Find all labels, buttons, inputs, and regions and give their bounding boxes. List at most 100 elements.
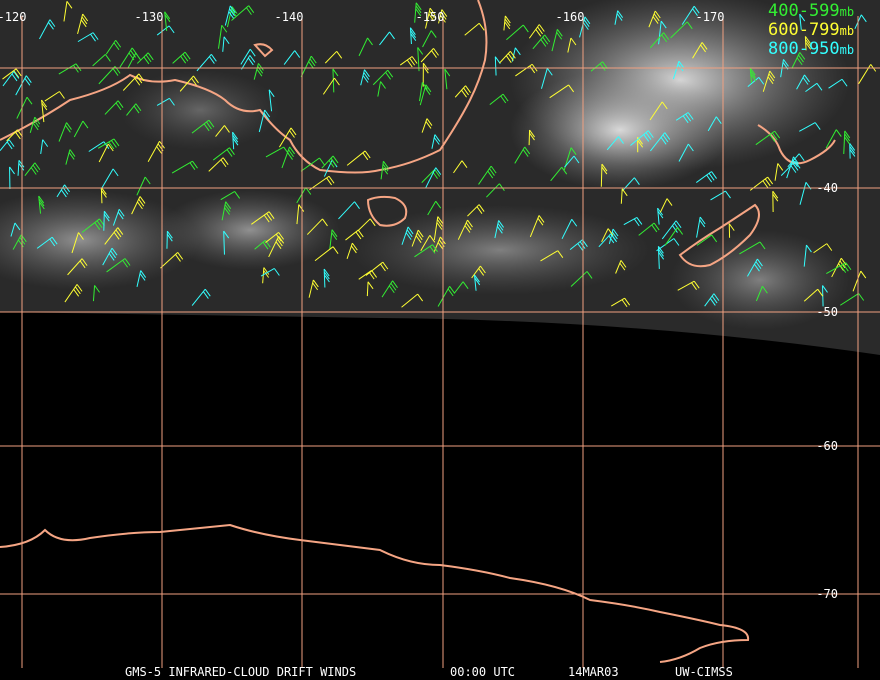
- barb-flag: [17, 239, 24, 248]
- barb-flag: [385, 72, 391, 80]
- barb-flag: [783, 59, 789, 67]
- barb-flag: [425, 121, 432, 129]
- barb-flag: [643, 134, 650, 142]
- barb-flag: [662, 134, 669, 143]
- barb-staff: [419, 82, 423, 102]
- barb-staff: [569, 239, 583, 251]
- barb-staff: [100, 168, 114, 190]
- barb-flag: [584, 16, 591, 25]
- barb-flag: [658, 252, 665, 260]
- wind-barb: [92, 54, 111, 67]
- barb-staff: [825, 129, 837, 149]
- wind-barb: [444, 68, 451, 90]
- barb-staff: [401, 293, 418, 308]
- barb-flag: [437, 242, 444, 250]
- barb-flag: [79, 260, 86, 269]
- barb-flag: [283, 146, 290, 155]
- barb-flag: [633, 177, 640, 185]
- barb-flag: [607, 228, 614, 236]
- wind-barb: [166, 230, 173, 249]
- barb-staff: [324, 50, 338, 64]
- barb-flag: [817, 288, 824, 297]
- barb-staff: [338, 201, 355, 220]
- barb-flag: [122, 259, 129, 268]
- barb-flag: [436, 219, 443, 227]
- barb-flag: [570, 37, 577, 46]
- barb-staff: [2, 68, 17, 80]
- barb-staff: [826, 262, 847, 274]
- barb-staff: [67, 258, 83, 276]
- barb-flag: [672, 225, 678, 233]
- barb-flag: [18, 160, 25, 168]
- barb-flag: [319, 157, 325, 166]
- barb-staff: [73, 120, 84, 138]
- wind-barb: [615, 260, 627, 274]
- wind-barb: [136, 52, 154, 65]
- legend-range: 600-799: [768, 20, 840, 40]
- barb-staff: [506, 24, 524, 41]
- barb-flag: [476, 206, 483, 214]
- wind-barb: [260, 268, 280, 277]
- barb-flag: [382, 261, 389, 270]
- barb-staff: [420, 235, 431, 252]
- barb-staff: [471, 265, 481, 279]
- barb-flag: [247, 57, 254, 66]
- barb-flag: [678, 60, 685, 69]
- barb-flag: [556, 31, 563, 40]
- barb-flag: [699, 219, 706, 228]
- barb-flag: [544, 34, 551, 43]
- barb-flag: [436, 222, 443, 230]
- barb-staff: [657, 208, 660, 225]
- barb-staff: [704, 293, 715, 307]
- barb-flag: [474, 274, 480, 283]
- barb-flag: [461, 89, 467, 98]
- barb-staff: [10, 222, 16, 237]
- longitude-label: -130: [135, 10, 164, 24]
- barb-flag: [777, 163, 784, 171]
- wind-barb: [670, 21, 693, 39]
- wind-barb: [427, 200, 442, 216]
- barb-flag: [441, 9, 448, 17]
- wind-barb: [707, 116, 722, 132]
- wind-barb: [191, 119, 215, 134]
- barb-flag: [498, 220, 504, 228]
- barb-staff: [796, 74, 805, 90]
- barb-staff: [240, 48, 251, 65]
- barb-flag: [382, 160, 389, 169]
- barb-flag: [434, 134, 441, 142]
- barb-flag: [232, 131, 238, 140]
- wind-barb: [119, 47, 138, 68]
- barb-flag: [229, 5, 236, 14]
- barb-staff: [417, 47, 420, 72]
- barb-flag: [514, 47, 521, 56]
- barb-flag: [799, 52, 806, 60]
- wind-barb: [324, 50, 343, 64]
- wind-barb: [401, 293, 424, 308]
- wind-barb: [804, 36, 812, 51]
- wind-barb: [377, 81, 386, 97]
- barb-staff: [300, 157, 320, 172]
- barb-flag: [168, 25, 175, 34]
- barb-flag: [268, 211, 275, 219]
- barb-flag: [309, 58, 316, 67]
- wind-barb: [358, 270, 378, 280]
- wind-barb: [226, 6, 238, 28]
- barb-flag: [363, 72, 370, 80]
- barb-flag: [793, 156, 799, 165]
- wind-barb: [103, 210, 110, 231]
- barb-flag: [407, 226, 414, 235]
- wind-barb: [803, 244, 812, 267]
- barb-staff: [231, 5, 250, 21]
- barb-flag: [556, 29, 563, 37]
- barb-flag: [750, 73, 757, 82]
- barb-flag: [624, 297, 631, 306]
- wind-barb: [240, 48, 256, 65]
- barb-flag: [184, 51, 191, 60]
- barb-flag: [312, 279, 319, 288]
- barb-staff: [265, 146, 284, 158]
- latitude-label: -50: [816, 305, 838, 319]
- barb-flag: [568, 84, 575, 93]
- barb-staff: [658, 21, 662, 45]
- wind-barb: [265, 231, 285, 243]
- barb-staff: [377, 81, 382, 97]
